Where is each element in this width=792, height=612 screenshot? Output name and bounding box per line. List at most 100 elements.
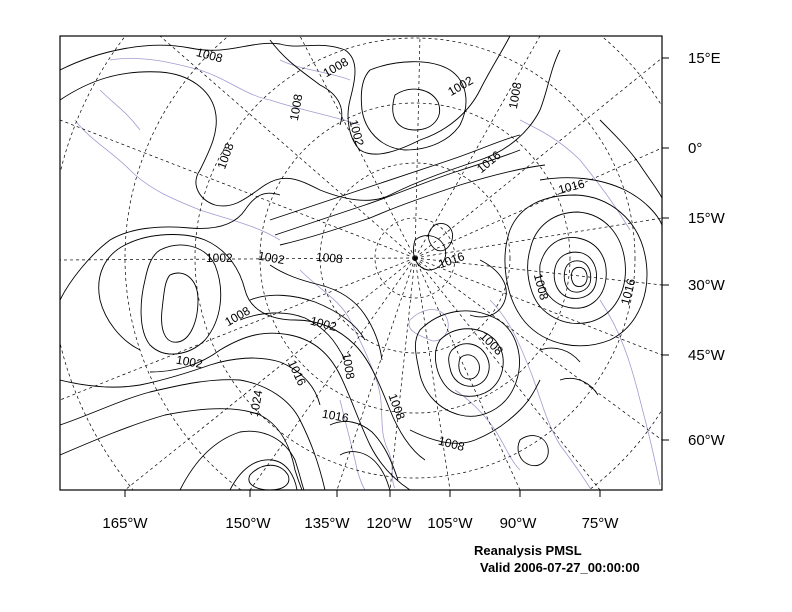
footer-valid-time: Valid 2006-07-27_00:00:00: [480, 560, 640, 575]
isobar: [269, 134, 521, 221]
right-axis: [662, 57, 669, 441]
isobar: [98, 234, 426, 461]
contour-label: 1008: [287, 93, 305, 122]
coastline-north: [109, 57, 361, 126]
contour-label: 1002: [175, 353, 204, 371]
parallel-circle: [374, 217, 456, 299]
isobar: [428, 223, 453, 252]
isobar: [161, 272, 199, 343]
tick-label-bottom: 90°W: [500, 515, 538, 532]
right-tick-labels: 15°E 0° 15°W 30°W 45°W 60°W: [688, 50, 726, 449]
coastline-west: [74, 89, 281, 241]
isobar: [269, 39, 343, 126]
contour-label: 1008: [531, 272, 552, 302]
meridian-line: [159, 36, 416, 259]
contour-label: 1016: [321, 407, 350, 425]
isobar: [392, 88, 440, 131]
tick-label-right: 45°W: [688, 347, 726, 364]
tick-label-right: 15°W: [688, 210, 726, 227]
isobar: [434, 328, 504, 397]
meridian-line: [414, 257, 601, 490]
meridian-line: [414, 57, 662, 259]
isobar-contours: [60, 36, 662, 490]
isobar: [599, 119, 662, 199]
isobar: [553, 251, 597, 299]
isobar: [269, 264, 383, 361]
footer-title: Reanalysis PMSL: [474, 543, 582, 558]
contour-label: 1016: [285, 358, 309, 388]
contour-label: 1016: [557, 176, 587, 197]
contour-label: 1008: [506, 81, 524, 110]
tick-label-bottom: 135°W: [304, 515, 350, 532]
isobar: [527, 211, 626, 324]
isobar: [279, 164, 546, 246]
contour-label: 1016: [618, 277, 639, 307]
isobar: [570, 266, 588, 287]
isobar: [60, 357, 321, 406]
contour-label: 1008: [214, 141, 236, 171]
isobar: [60, 49, 561, 207]
contour-label: 1008: [195, 45, 225, 66]
meridian-line: [389, 257, 416, 490]
contour-label: 1008: [437, 434, 467, 455]
isobar: [458, 354, 480, 380]
isobar: [239, 312, 346, 361]
coastline-central: [299, 269, 396, 489]
isobar: [140, 244, 222, 355]
parallel-circle: [124, 36, 662, 490]
isobar: [469, 259, 507, 318]
isobar: [248, 464, 290, 490]
tick-label-bottom: 75°W: [582, 515, 620, 532]
isobar: [249, 294, 366, 341]
contour-label: 1024: [247, 389, 265, 418]
contour-label: 1002: [206, 251, 233, 265]
meridian-line: [336, 257, 416, 490]
footer: Reanalysis PMSL Valid 2006-07-27_00:00:0…: [474, 543, 640, 575]
contour-label: 1002: [309, 314, 339, 335]
isobar: [517, 435, 549, 467]
tick-label-bottom: 120°W: [366, 515, 412, 532]
isobar: [414, 310, 520, 417]
meridian-line: [414, 36, 541, 259]
meridian-line: [60, 257, 416, 401]
contour-label: 1008: [339, 352, 357, 381]
meridian-line: [414, 147, 662, 259]
graticule: [60, 36, 662, 490]
contour-label: 1002: [346, 118, 367, 148]
meridian-line: [414, 36, 421, 259]
isobar: [179, 430, 305, 490]
isobar: [413, 235, 447, 271]
meridian-line: [414, 257, 662, 356]
contour-label: 1008: [315, 250, 343, 266]
tick-label-right: 15°E: [688, 50, 721, 67]
isobar: [60, 408, 303, 490]
parallel-circle: [319, 162, 511, 354]
bottom-tick-labels: 165°W 150°W 135°W 120°W 105°W 90°W 75°W: [102, 515, 619, 532]
isobar: [229, 459, 298, 490]
isobar: [539, 347, 599, 396]
tick-label-right: 30°W: [688, 277, 726, 294]
meridian-line: [414, 257, 521, 490]
bottom-axis: [124, 490, 601, 497]
tick-label-bottom: 150°W: [225, 515, 271, 532]
isobar: [329, 421, 399, 481]
isobar: [274, 149, 521, 236]
isobar: [60, 36, 511, 155]
parallel-circle: [194, 37, 636, 479]
tick-label-bottom: 165°W: [102, 515, 148, 532]
isobar: [60, 192, 281, 301]
tick-label-right: 60°W: [688, 432, 726, 449]
contour-label: 1002: [257, 249, 286, 267]
coastline-east-island: [408, 309, 449, 342]
tick-label-bottom: 105°W: [427, 515, 473, 532]
isobar: [504, 194, 648, 347]
isobar: [339, 451, 391, 490]
isobar: [539, 237, 607, 309]
isobar: [563, 260, 592, 293]
plot-frame: [59, 35, 663, 491]
parallel-circle: [60, 36, 134, 490]
coastline-east: [489, 119, 631, 489]
tick-label-right: 0°: [688, 140, 702, 157]
contour-label: 1002: [445, 73, 475, 99]
